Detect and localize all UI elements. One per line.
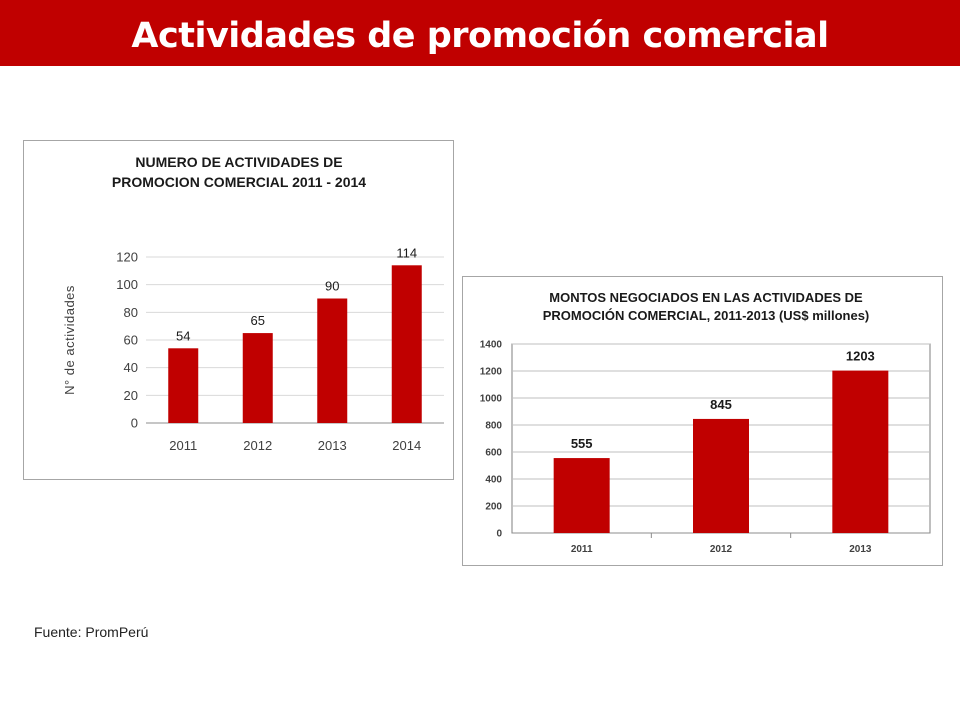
source-note: Fuente: PromPerú bbox=[34, 624, 149, 640]
chart1-title-line: PROMOCION COMERCIAL 2011 - 2014 bbox=[112, 174, 366, 190]
chart1-title-line: NUMERO DE ACTIVIDADES DE bbox=[135, 154, 342, 170]
chart2-y-tick-label: 1400 bbox=[480, 340, 503, 351]
page-title: Actividades de promoción comercial bbox=[131, 16, 829, 56]
chart2-y-tick-label: 1000 bbox=[480, 394, 503, 405]
chart1-y-tick-label: 20 bbox=[124, 388, 138, 403]
chart1-x-tick-label: 2011 bbox=[169, 438, 197, 453]
chart1-y-tick-label: 80 bbox=[124, 305, 138, 320]
activities-chart: NUMERO DE ACTIVIDADES DE PROMOCION COMERC… bbox=[23, 140, 454, 480]
chart1-data-label: 114 bbox=[396, 245, 417, 260]
chart2-bar bbox=[832, 370, 889, 533]
activities-chart-svg: NUMERO DE ACTIVIDADES DE PROMOCION COMERC… bbox=[62, 154, 444, 453]
chart2-y-tick-label: 800 bbox=[485, 421, 502, 432]
chart1-y-axis-label: N° de actividades bbox=[62, 285, 77, 395]
chart1-x-tick-label: 2013 bbox=[318, 438, 347, 453]
chart1-bar bbox=[242, 333, 273, 423]
chart2-x-tick-label: 2013 bbox=[849, 544, 872, 555]
chart2-x-tick-label: 2011 bbox=[571, 544, 593, 555]
chart1-y-tick-label: 60 bbox=[124, 333, 138, 348]
chart1-y-tick-label: 120 bbox=[116, 250, 138, 265]
chart2-y-tick-label: 0 bbox=[496, 529, 502, 540]
chart1-bar bbox=[317, 298, 348, 423]
amounts-chart-svg: MONTOS NEGOCIADOS EN LAS ACTIVIDADES DE P… bbox=[480, 290, 931, 555]
chart2-title-line: PROMOCIÓN COMERCIAL, 2011-2013 (US$ mill… bbox=[543, 308, 870, 323]
chart2-x-tick-label: 2012 bbox=[710, 544, 733, 555]
chart2-title-line: MONTOS NEGOCIADOS EN LAS ACTIVIDADES DE bbox=[549, 290, 863, 305]
chart1-data-label: 54 bbox=[176, 328, 190, 343]
chart1-y-tick-label: 40 bbox=[124, 360, 138, 375]
chart2-y-tick-label: 400 bbox=[485, 475, 502, 486]
chart2-y-tick-label: 1200 bbox=[480, 367, 503, 378]
chart1-data-label: 90 bbox=[325, 279, 339, 294]
chart2-data-label: 845 bbox=[710, 397, 732, 412]
chart2-bar bbox=[553, 458, 610, 533]
chart1-x-tick-label: 2012 bbox=[243, 438, 272, 453]
chart1-x-tick-label: 2014 bbox=[392, 438, 421, 453]
chart2-data-label: 555 bbox=[571, 436, 593, 451]
chart1-data-label: 65 bbox=[251, 313, 265, 328]
chart2-y-tick-label: 200 bbox=[485, 502, 502, 513]
amounts-chart: MONTOS NEGOCIADOS EN LAS ACTIVIDADES DE P… bbox=[462, 276, 943, 566]
chart1-bar bbox=[168, 348, 199, 423]
chart2-bar bbox=[693, 418, 749, 533]
chart1-y-tick-label: 0 bbox=[131, 416, 138, 431]
title-banner bbox=[0, 0, 960, 66]
chart1-bar bbox=[391, 265, 422, 423]
chart2-data-label: 1203 bbox=[846, 349, 875, 364]
chart2-y-tick-label: 600 bbox=[485, 448, 502, 459]
chart1-y-tick-label: 100 bbox=[116, 277, 138, 292]
